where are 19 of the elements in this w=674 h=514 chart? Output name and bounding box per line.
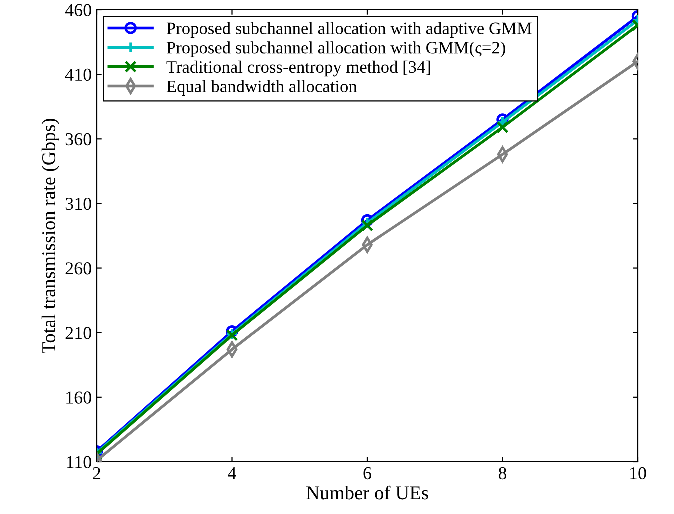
- legend-label: Proposed subchannel allocation with GMM(ς=2): [166, 42, 506, 58]
- x-tick-label: 10: [630, 467, 646, 480]
- x-tick-label: 8: [498, 467, 507, 480]
- legend-label: Traditional cross-entropy method [34]: [166, 60, 430, 77]
- y-tick-label: 360: [66, 133, 92, 146]
- y-tick-label: 160: [66, 392, 92, 404]
- legend-label: Proposed subchannel allocation with adaptive GMM: [166, 22, 532, 38]
- y-tick-label: 310: [66, 198, 92, 210]
- x-tick-label: 2: [93, 467, 101, 480]
- x-tick-label: 4: [228, 468, 236, 480]
- legend-label: Equal bandwidth allocation: [166, 80, 358, 96]
- y-tick-label: 410: [65, 68, 92, 82]
- y-tick-label: 460: [65, 4, 92, 16]
- y-axis-title: Total transmission rate (Gbps): [42, 119, 60, 354]
- y-tick-label: 210: [66, 327, 92, 340]
- y-tick-label: 110: [67, 456, 92, 468]
- y-tick-label: 260: [66, 262, 92, 275]
- x-tick-label: 6: [364, 467, 372, 480]
- x-axis-title: Number of UEs: [306, 486, 428, 500]
